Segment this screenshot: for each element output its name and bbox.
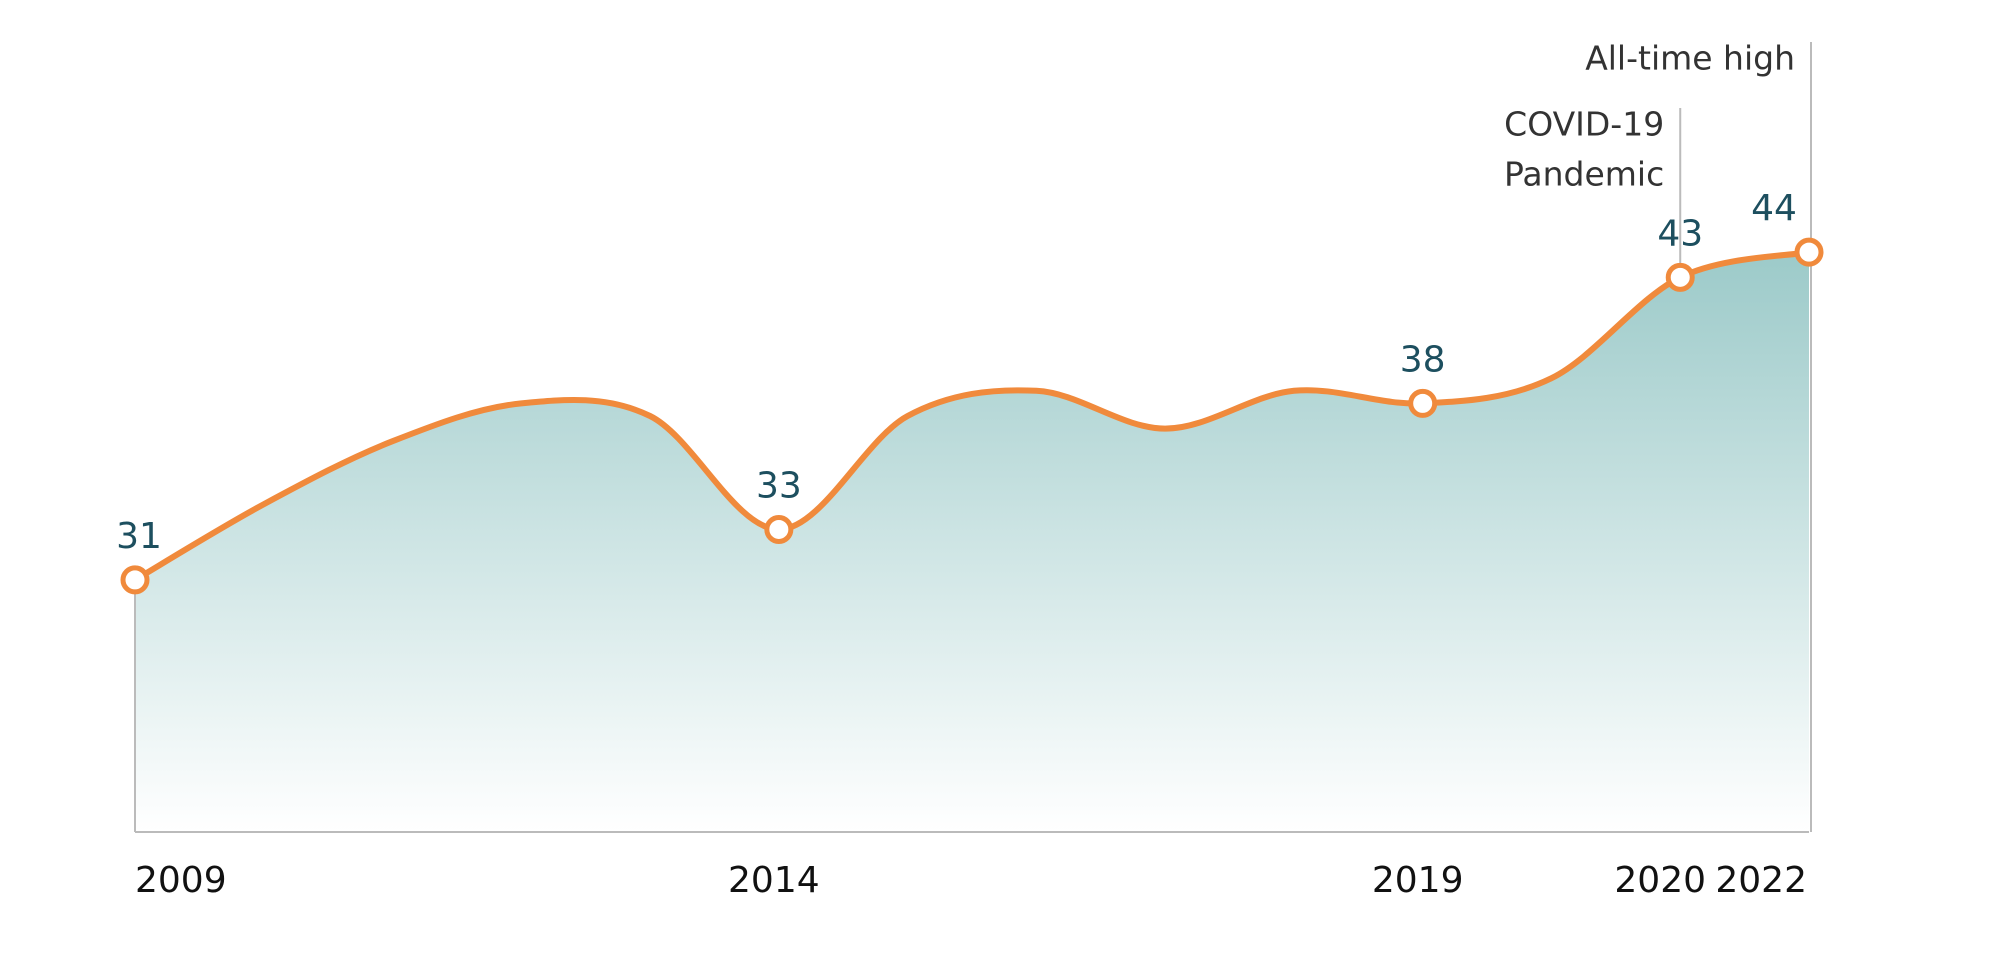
x-tick-label: 2019 — [1372, 860, 1464, 901]
line — [133, 249, 1810, 583]
value-label: 33 — [756, 465, 802, 506]
marker — [1408, 388, 1438, 418]
marker — [764, 514, 794, 544]
marker — [120, 565, 150, 595]
value-label: 38 — [1400, 339, 1446, 380]
annotation: All-time high — [1585, 39, 1795, 78]
x-tick-label: 2014 — [728, 860, 820, 901]
x-tick-label: 2009 — [135, 860, 227, 901]
x-tick-label: 2020 — [1614, 860, 1706, 901]
x-tick-label: 2022 — [1715, 860, 1807, 901]
marker — [1665, 262, 1695, 292]
annotation: Pandemic — [1504, 155, 1664, 194]
marker — [1794, 237, 1824, 267]
value-label: 44 — [1751, 188, 1797, 229]
annotation: COVID-19 — [1504, 105, 1664, 144]
area — [135, 252, 1809, 832]
value-label: 31 — [116, 516, 162, 557]
value-label: 43 — [1657, 213, 1703, 254]
